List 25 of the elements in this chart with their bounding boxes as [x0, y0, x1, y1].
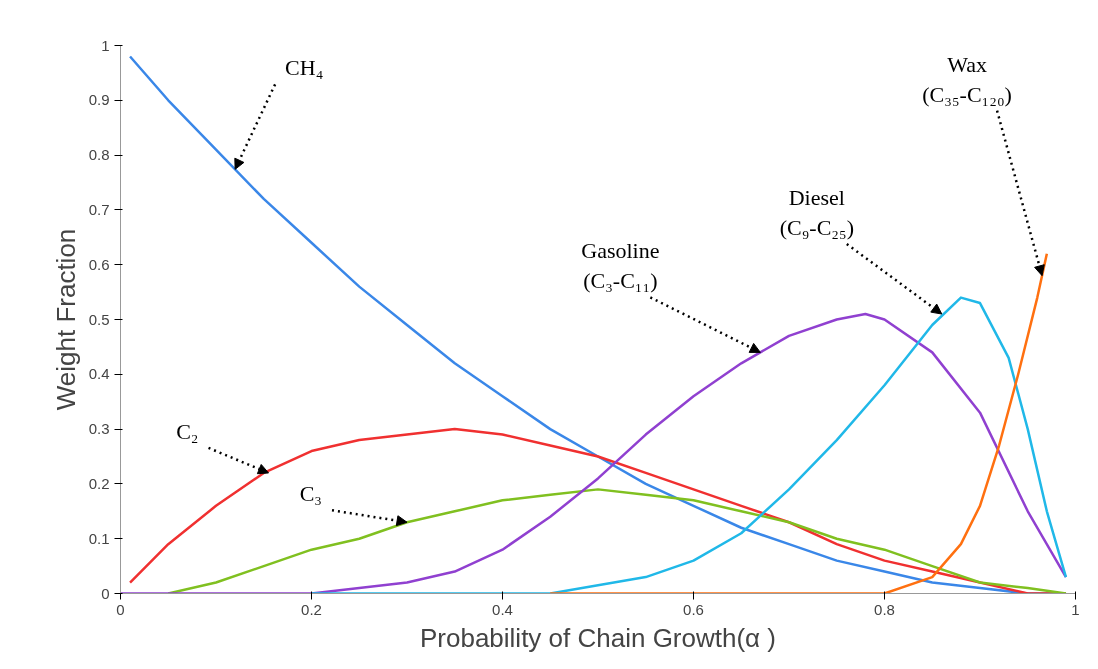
annotation: Wax (C₃₅-C₁₂₀) [922, 51, 1012, 107]
annotation: Diesel (C₉-C₂₅) [779, 185, 854, 241]
annotation: C₃ [299, 481, 322, 507]
y-tick-label: 0 [101, 584, 110, 602]
annotation: C₂ [176, 418, 199, 444]
x-tick-label: 0.2 [301, 600, 322, 618]
y-tick-label: 0.7 [88, 200, 110, 218]
annotation: CH₄ [285, 55, 324, 81]
x-tick-label: 0.4 [492, 600, 513, 618]
x-axis-title: Probability of Chain Growth(α ) [419, 622, 777, 653]
y-tick-label: 0.3 [88, 420, 110, 438]
x-tick-label: 0.6 [683, 600, 704, 618]
y-tick-label: 0.6 [88, 255, 110, 273]
annotation: Gasoline (C₃-C₁₁) [581, 238, 660, 294]
y-tick-label: 1 [101, 36, 110, 54]
y-tick-label: 0.2 [88, 474, 110, 492]
y-tick-label: 0.5 [88, 310, 110, 328]
x-tick-label: 0.8 [874, 600, 895, 618]
x-tick-label: 1 [1071, 600, 1080, 618]
y-tick-label: 0.9 [88, 91, 110, 109]
y-axis-title: Weight Fraction [50, 228, 81, 411]
y-tick-label: 0.4 [88, 365, 110, 383]
y-tick-label: 0.1 [88, 529, 110, 547]
y-tick-label: 0.8 [88, 146, 110, 164]
x-tick-label: 0 [116, 600, 125, 618]
